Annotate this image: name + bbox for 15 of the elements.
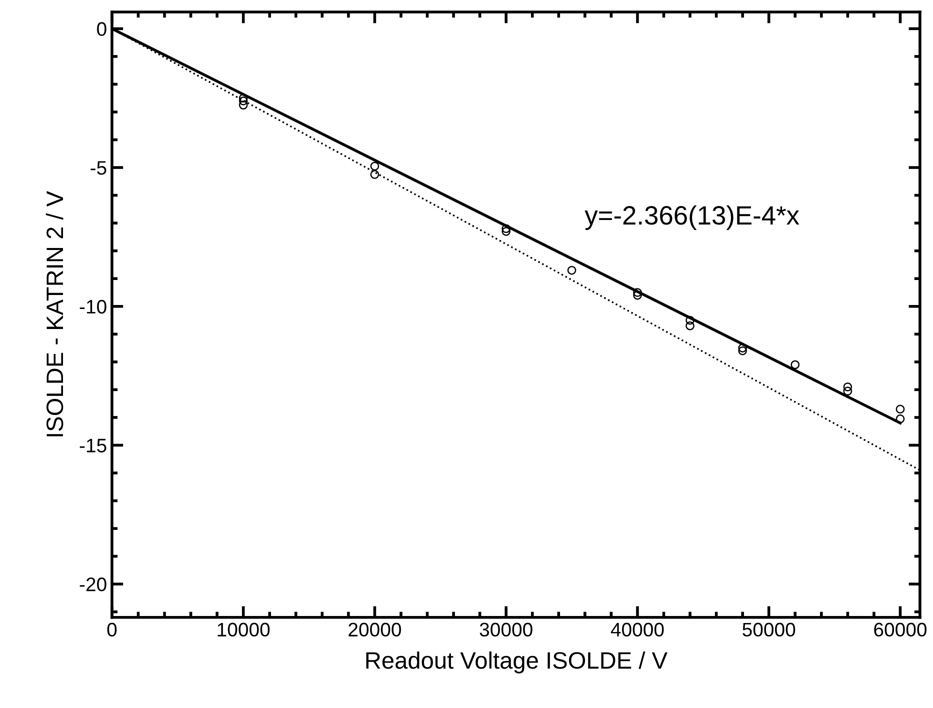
annotation: y=-2.366(13)E-4*x (584, 205, 800, 230)
x-tick-label: 40000 (610, 622, 664, 637)
y-tick-label: 0 (97, 22, 106, 36)
x-axis-title: Readout Voltage ISOLDE / V (366, 651, 668, 674)
x-tick-label: 50000 (742, 622, 796, 637)
y-tick-label: -5 (90, 161, 106, 175)
x-tick-label: 0 (107, 622, 117, 637)
y-tick-label: -15 (80, 438, 106, 452)
x-tick-label: 60000 (874, 622, 927, 637)
y-tick-label: -10 (80, 300, 106, 314)
y-axis-title: ISOLDE - KATRIN 2 / V (46, 191, 64, 436)
x-tick-label: 10000 (218, 622, 270, 637)
x-tick-label: 30000 (480, 622, 532, 637)
y-tick-label: -20 (80, 578, 106, 592)
x-tick-label: 20000 (348, 622, 401, 637)
